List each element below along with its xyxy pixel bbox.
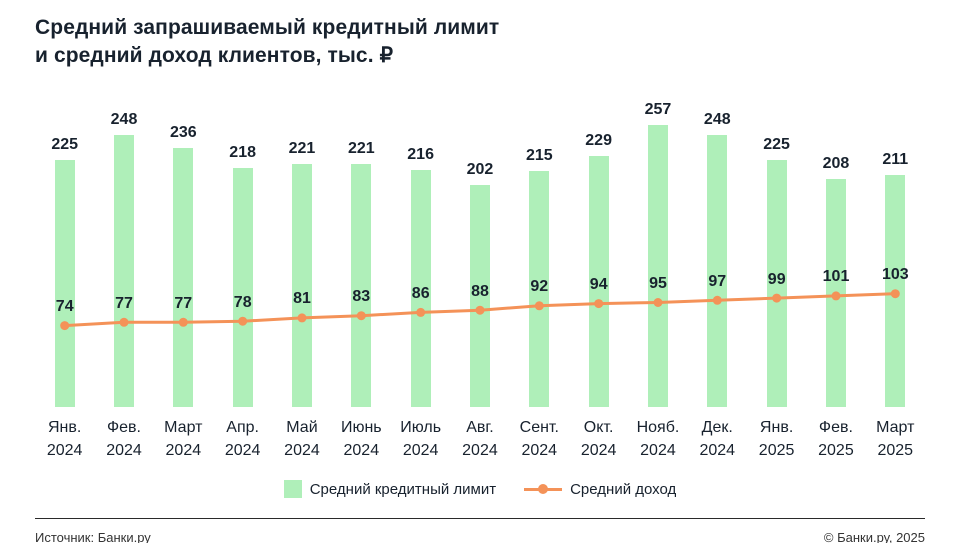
income-point (890, 289, 900, 299)
bar-column: 248 (94, 77, 153, 408)
credit-limit-bar (173, 147, 194, 408)
bar-column: 236 (154, 77, 213, 408)
bar-column: 221 (332, 77, 391, 408)
income-point (119, 318, 129, 328)
income-point (712, 296, 722, 306)
x-axis-label: Март 2024 (164, 419, 203, 459)
credit-limit-bar (232, 167, 253, 408)
income-point (238, 317, 248, 327)
x-axis-label: Авг. 2024 (462, 419, 498, 459)
bar-value-label: 221 (288, 140, 316, 158)
x-axis-label: Нояб. 2024 (636, 419, 680, 459)
bar-value-label: 248 (110, 110, 138, 128)
bar-column: 229 (569, 77, 628, 408)
bar-column: 221 (272, 77, 331, 408)
line-dot-icon (538, 484, 549, 495)
bar-column: 218 (213, 77, 272, 408)
bar-value-label: 221 (347, 140, 375, 158)
bar-value-label: 248 (703, 110, 731, 128)
x-axis-label: Июнь 2024 (340, 419, 382, 459)
bar-value-label: 225 (763, 135, 790, 153)
bar-value-label: 218 (229, 143, 256, 161)
bar-value-label: 236 (169, 123, 197, 141)
footer: Источник: Банки.ру © Банки.ру, 2025 (35, 518, 925, 543)
footer-source: Источник: Банки.ру (35, 530, 151, 543)
x-axis-label: Фев. 2024 (106, 419, 142, 459)
income-point (178, 318, 188, 328)
x-axis-label: Июль 2024 (400, 419, 442, 459)
credit-limit-bar (291, 164, 312, 408)
x-axis-label: Окт. 2024 (580, 419, 617, 459)
bar-column: 225 (747, 77, 806, 408)
bar-value-label: 229 (585, 131, 612, 149)
bar-value-label: 202 (466, 161, 494, 179)
x-axis-label: Сент. 2024 (519, 419, 559, 459)
credit-limit-bar (588, 155, 609, 408)
income-point (475, 306, 485, 316)
bar-column: 202 (450, 77, 509, 408)
income-point (831, 291, 841, 301)
x-axis-label: Апр. 2024 (224, 419, 261, 459)
credit-limit-bar (529, 170, 550, 408)
bar-column: 248 (688, 77, 747, 408)
bar-value-label: 216 (407, 145, 434, 163)
x-axis-label: Фев. 2025 (818, 419, 854, 459)
credit-limit-bar (113, 134, 134, 408)
x-axis-label: Янв. 2024 (46, 419, 83, 459)
line-swatch-icon (524, 484, 563, 495)
bar-value-label: 257 (644, 100, 672, 118)
income-point (416, 308, 426, 318)
credit-limit-bar (707, 134, 728, 408)
bar-value-label: 215 (525, 146, 553, 164)
bar-column: 215 (510, 77, 569, 408)
x-axis-label: Янв. 2025 (758, 419, 795, 459)
chart-title-line1: Средний запрашиваемый кредитный лимит (35, 16, 500, 39)
bar-value-label: 225 (51, 135, 79, 153)
credit-limit-bar (410, 169, 431, 408)
legend-item-credit-limit: Средний кредитный лимит (283, 480, 497, 499)
credit-limit-bar (351, 164, 372, 408)
income-point (772, 294, 782, 304)
bars-layer: 225 248 236 218 221 221 216 202 215 229 257 248 225 2… (35, 77, 925, 408)
income-point (653, 298, 663, 308)
footer-copyright: © Банки.ру, 2025 (823, 530, 925, 543)
bar-swatch-icon (283, 480, 302, 499)
chart-title-line2: и средний доход клиентов, тыс. ₽ (35, 43, 394, 67)
x-axis-label: Май 2024 (284, 419, 320, 459)
income-point (356, 311, 366, 321)
credit-limit-bar (54, 159, 75, 408)
credit-limit-bar (469, 185, 490, 408)
bar-value-label: 208 (822, 154, 850, 172)
x-axis-label: Март 2025 (876, 419, 915, 459)
plot-area: 225 248 236 218 221 221 216 202 215 229 257 248 225 2… (35, 77, 925, 408)
legend-label-income: Средний доход (570, 480, 677, 498)
income-point (60, 321, 70, 331)
x-axis-label: Дек. 2024 (699, 419, 736, 459)
x-axis: Янв. 2024 Фев. 2024 Март 2024 Апр. 2024 Май 2024 И… (35, 417, 925, 462)
bar-column: 225 (35, 77, 94, 408)
income-line (60, 289, 900, 331)
bar-column: 257 (628, 77, 687, 408)
credit-limit-bar (766, 159, 787, 408)
chart-title: Средний запрашиваемый кредитный лимит и … (35, 14, 925, 69)
legend-label-credit-limit: Средний кредитный лимит (309, 480, 497, 498)
income-point (534, 301, 544, 311)
legend: Средний кредитный лимит Средний доход (35, 480, 925, 499)
bar-column: 216 (391, 77, 450, 408)
credit-limit-bar (647, 124, 668, 408)
income-point (594, 299, 604, 309)
legend-item-income: Средний доход (524, 481, 676, 498)
bar-value-label: 211 (882, 151, 909, 169)
income-point (297, 313, 307, 323)
